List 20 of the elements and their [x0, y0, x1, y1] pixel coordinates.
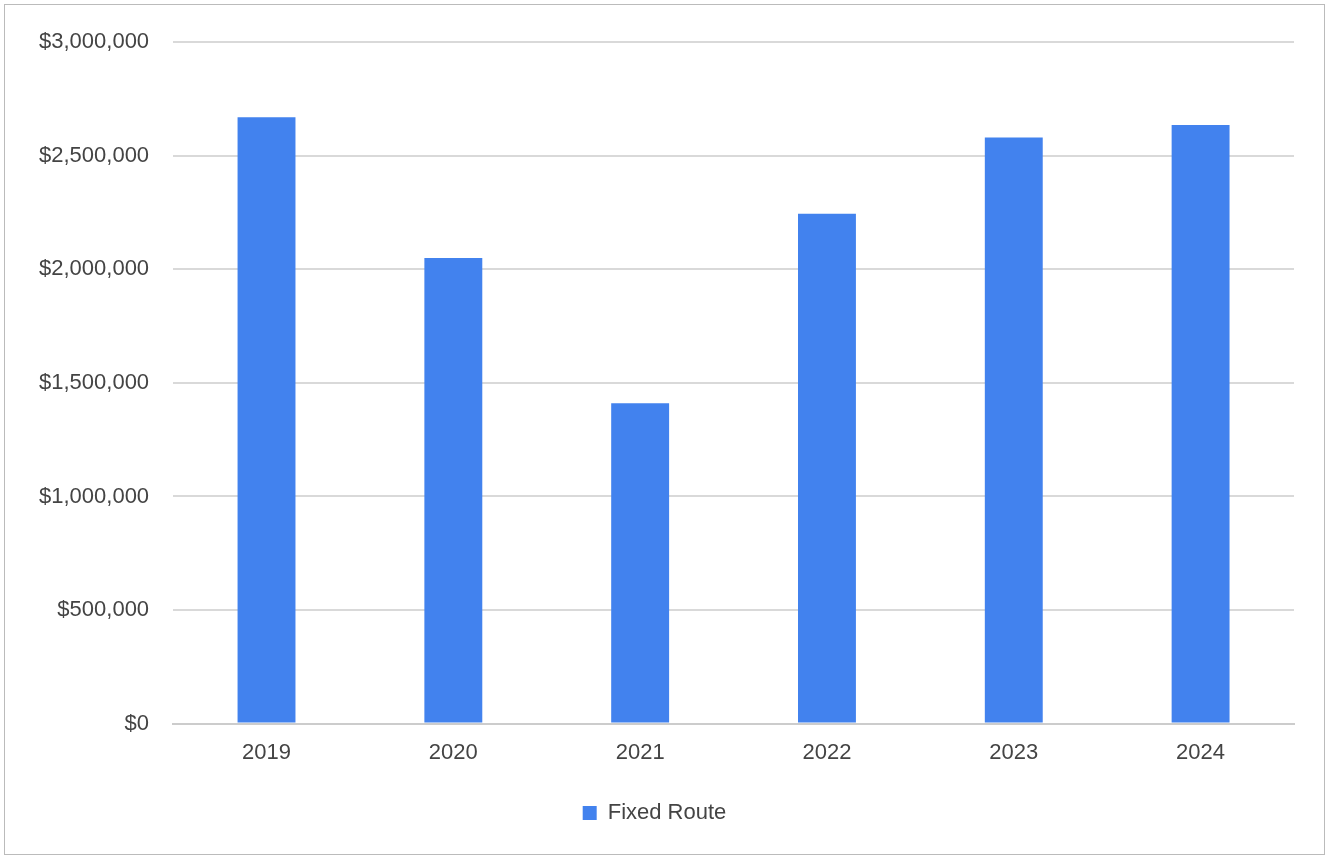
bar [798, 213, 856, 723]
y-tick-label: $2,000,000 [39, 255, 150, 281]
y-tick-label: $1,000,000 [39, 482, 150, 508]
bar [1171, 125, 1230, 723]
x-tick-label: 2024 [1176, 738, 1226, 764]
y-tick-label: $500,000 [57, 596, 150, 622]
legend-label: Fixed Route [607, 799, 727, 825]
x-tick-label: 2023 [989, 738, 1039, 764]
y-tick-label: $0 [124, 709, 150, 735]
y-tick-label: $2,500,000 [39, 141, 150, 167]
bar [984, 137, 1043, 723]
bar [237, 117, 296, 723]
y-tick-label: $1,500,000 [39, 368, 150, 394]
x-tick-label: 2021 [615, 738, 665, 764]
x-tick-label: 2022 [802, 738, 852, 764]
bar [424, 257, 483, 723]
y-tick-label: $3,000,000 [39, 28, 150, 54]
bar [611, 403, 670, 723]
x-tick-label: 2019 [242, 738, 291, 764]
x-tick-label: 2020 [428, 738, 478, 764]
